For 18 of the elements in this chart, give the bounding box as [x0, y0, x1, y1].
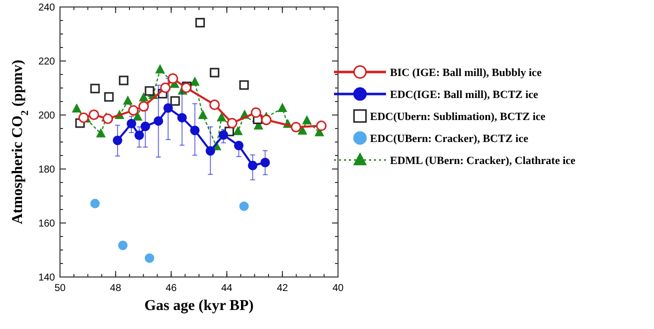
x-tick-label: 42: [276, 283, 288, 294]
x-tick-label: 46: [166, 283, 178, 294]
y-tick-label: 160: [38, 218, 56, 230]
y-tick-label: 140: [38, 272, 56, 284]
y-tick-label: 220: [38, 56, 56, 68]
legend-label: EDC(IGE: Ball mill), BCTZ ice: [390, 89, 538, 101]
x-axis-title: Gas age (kyr BP): [144, 298, 254, 314]
y-tick-label: 240: [38, 2, 56, 14]
y-tick-label: 180: [38, 164, 56, 176]
legend-label: EDML (UBern: Cracker), Clathrate ice: [390, 155, 576, 167]
x-tick-label: 44: [221, 283, 233, 294]
x-tick-label: 40: [332, 283, 344, 294]
y-tick-label: 200: [38, 110, 56, 122]
legend-label: BIC (IGE: Ball mill), Bubbly ice: [390, 67, 542, 79]
x-tick-label: 50: [54, 283, 66, 294]
x-tick-label: 48: [110, 283, 122, 294]
legend-label: EDC(UBern: Cracker), BCTZ ice: [370, 133, 528, 145]
legend-label: EDC(Ubern: Sublimation), BCTZ ice: [370, 111, 546, 123]
